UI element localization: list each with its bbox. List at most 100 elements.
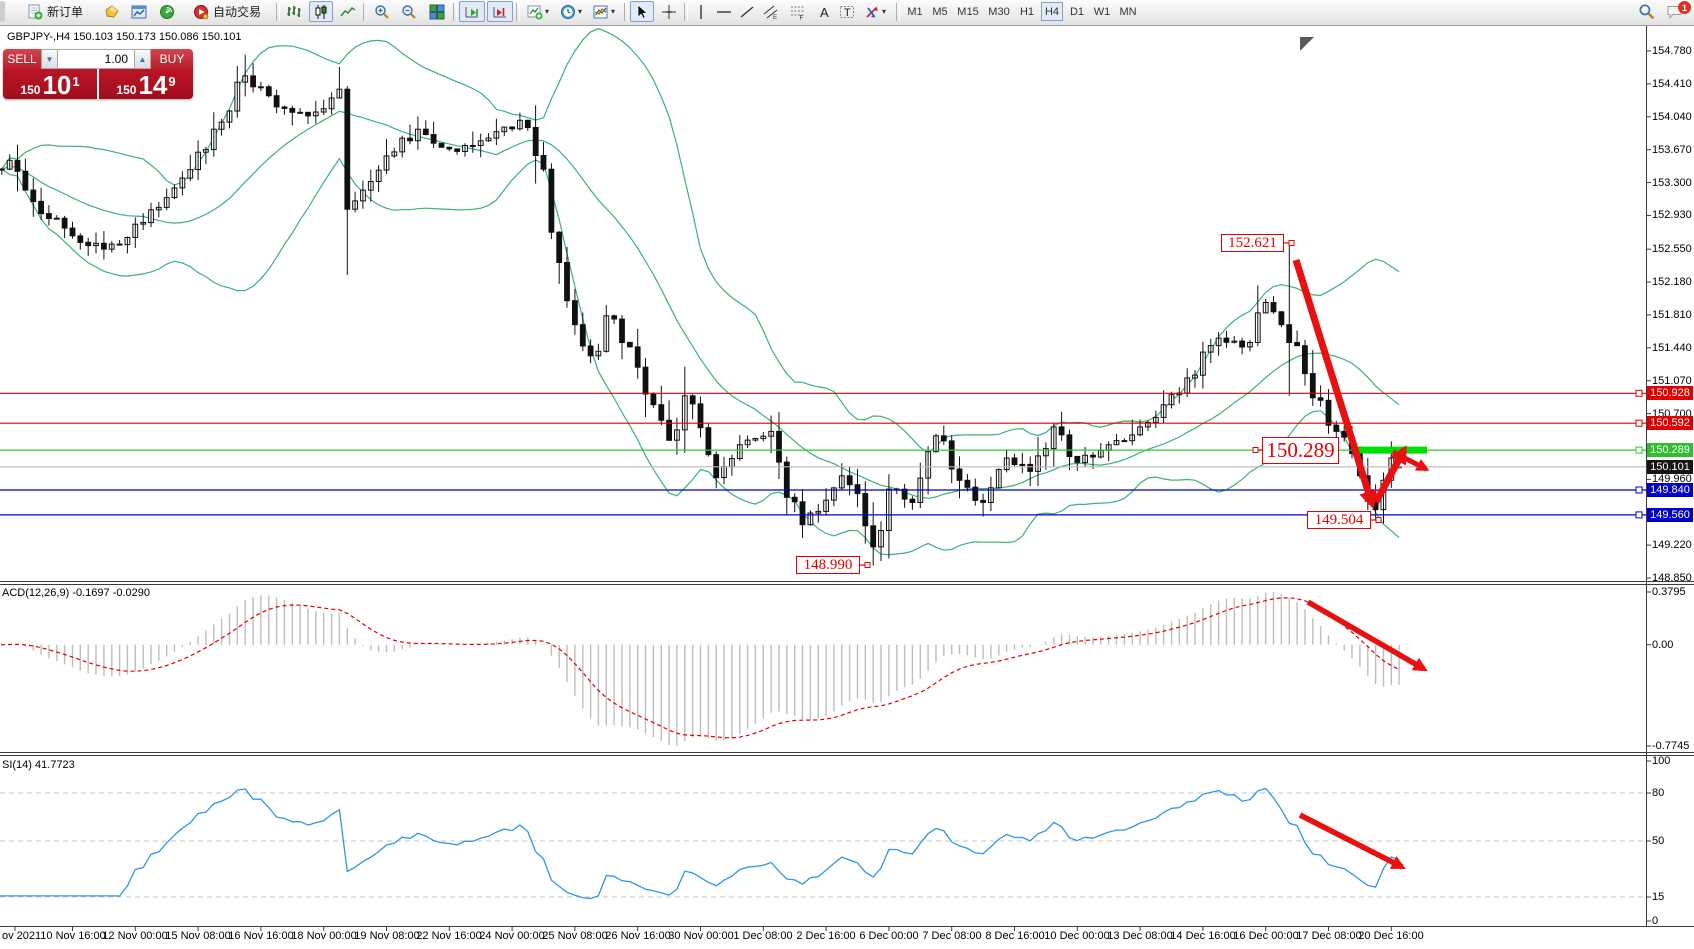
timeframe-h1[interactable]: H1 [1019,5,1035,18]
text-button[interactable]: A [813,1,835,22]
trend-arrow[interactable] [1391,449,1430,472]
indicators-button[interactable]: ▾ [588,1,620,22]
timeframe-mn[interactable]: MN [1119,5,1137,18]
price-axis-label: 149.220 [1652,539,1692,551]
macd-main-value: -0.1697 [72,587,110,599]
auto-scroll-button[interactable] [459,1,485,22]
bollinger-lower [0,157,1400,556]
new-chart-button[interactable]: ▾ [522,1,554,22]
trend-arrow[interactable] [1298,812,1406,870]
buy-price-button[interactable]: 150 14 9 [99,69,193,99]
tile-windows-button[interactable] [424,1,450,22]
timeframe-m5[interactable]: M5 [932,5,948,18]
symbol-ohlc-header: GBPJPY-,H4 150.103 150.173 150.086 150.1… [7,31,242,43]
text-label-button[interactable]: T [836,1,858,22]
market-watch-button[interactable] [127,1,151,22]
toolbar-separator [516,3,520,21]
zoom-in-button[interactable] [370,1,394,22]
volume-increase-button[interactable]: ▲ [134,49,151,69]
search-button[interactable] [1634,1,1658,22]
cursor-button[interactable] [630,1,654,22]
autotrade-button[interactable]: 自动交易 [183,1,271,22]
line-chart-button[interactable] [336,1,360,22]
time-axis-label: 10 Dec 00:00 [1044,930,1110,942]
fibonacci-button[interactable]: F [786,1,810,22]
sell-price-button[interactable]: 150 10 1 [3,69,97,99]
line-handle[interactable] [1635,389,1643,397]
new-order-button[interactable]: 新订单 [12,1,98,22]
line-chart-icon [340,4,356,20]
crosshair-button[interactable] [657,1,681,22]
line-handle[interactable] [1635,419,1643,427]
signals-button[interactable] [155,1,179,22]
sell-price-sup: 1 [72,74,80,89]
timeframe-m1[interactable]: M1 [907,5,923,18]
time-axis-label: 20 Dec 16:00 [1358,930,1424,942]
price-axis-label: 152.180 [1652,276,1692,288]
buy-button[interactable]: BUY [151,49,193,69]
period-button[interactable]: ▾ [556,1,586,22]
timeframe-m30[interactable]: M30 [988,5,1010,18]
vertical-line-button[interactable] [690,1,712,22]
arrows-button[interactable]: ▾ [859,1,891,22]
time-axis-label: 13 Dec 08:00 [1107,930,1173,942]
timeframe-d1[interactable]: D1 [1069,5,1085,18]
sell-price-big: 10 [42,70,72,99]
trend-arrow[interactable] [1292,258,1377,510]
bollinger-middle [0,110,1400,499]
price-annotation-tag[interactable]: 148.990 [796,556,860,574]
zoom-out-button[interactable] [397,1,421,22]
time-axis-label: 16 Nov 16:00 [228,930,294,942]
search-icon [1638,3,1655,20]
price-axis-badge: 149.840 [1647,483,1693,497]
line-handle[interactable] [1635,486,1643,494]
timeframe-m15[interactable]: M15 [957,5,979,18]
text-label-icon: T [839,4,855,20]
highlight-band[interactable] [1353,446,1427,454]
price-axis-label: 154.040 [1652,111,1692,123]
bar-chart-button[interactable] [282,1,306,22]
new-order-label: 新订单 [46,5,83,19]
line-handle[interactable] [1635,446,1643,454]
rsi-axis-label: 0 [1652,915,1659,927]
horizontal-line-icon [716,4,732,20]
price-annotation-tag[interactable]: 152.621 [1221,234,1284,252]
clock-icon [560,4,576,20]
tag-anchor [864,562,871,568]
horizontal-line-button[interactable] [713,1,735,22]
dropdown-arrow-icon: ▾ [881,7,886,16]
volume-input[interactable]: 1.00 [58,49,134,69]
dropdown-arrow-icon: ▾ [610,7,615,16]
dropdown-arrow-icon: ▾ [577,7,582,16]
equidistant-channel-button[interactable]: E [759,1,783,22]
timeframe-w1[interactable]: W1 [1093,5,1111,18]
price-annotation-tag[interactable]: 150.289 [1262,437,1339,464]
price-annotation-tag[interactable]: 149.504 [1307,511,1371,529]
time-axis-label: 8 Dec 16:00 [985,930,1045,942]
svg-text:A: A [820,5,829,20]
zoom-out-icon [401,4,417,20]
time-axis-label: 14 Dec 16:00 [1170,930,1236,942]
sell-button[interactable]: SELL [3,49,41,69]
line-handle[interactable] [1635,511,1643,519]
trendline-button[interactable] [736,1,758,22]
notifications-button[interactable]: 1 [1660,1,1691,22]
trend-arrow[interactable] [1372,445,1408,504]
styles-button[interactable] [100,1,124,22]
candlestick-chart-button[interactable] [309,1,333,22]
price-axis-label: 153.300 [1652,177,1692,189]
price-axis-badge: 150.592 [1647,416,1693,430]
trend-arrow[interactable] [1306,599,1428,672]
chart-shift-button[interactable] [487,1,513,22]
auto-scroll-icon [464,4,480,20]
candlestick-icon [313,4,329,20]
time-axis-label: 7 Dec 08:00 [922,930,982,942]
macd-indicator-label: ACD(12,26,9) -0.1697 -0.0290 [2,587,150,599]
time-axis-label: 2 Dec 16:00 [796,930,856,942]
dropdown-arrow-icon: ▾ [544,7,549,16]
timeframe-h4[interactable]: H4 [1041,2,1063,21]
time-axis-label: 19 Nov 08:00 [354,930,420,942]
chart-shift-marker[interactable] [1300,37,1314,51]
volume-decrease-button[interactable]: ▼ [41,49,58,69]
